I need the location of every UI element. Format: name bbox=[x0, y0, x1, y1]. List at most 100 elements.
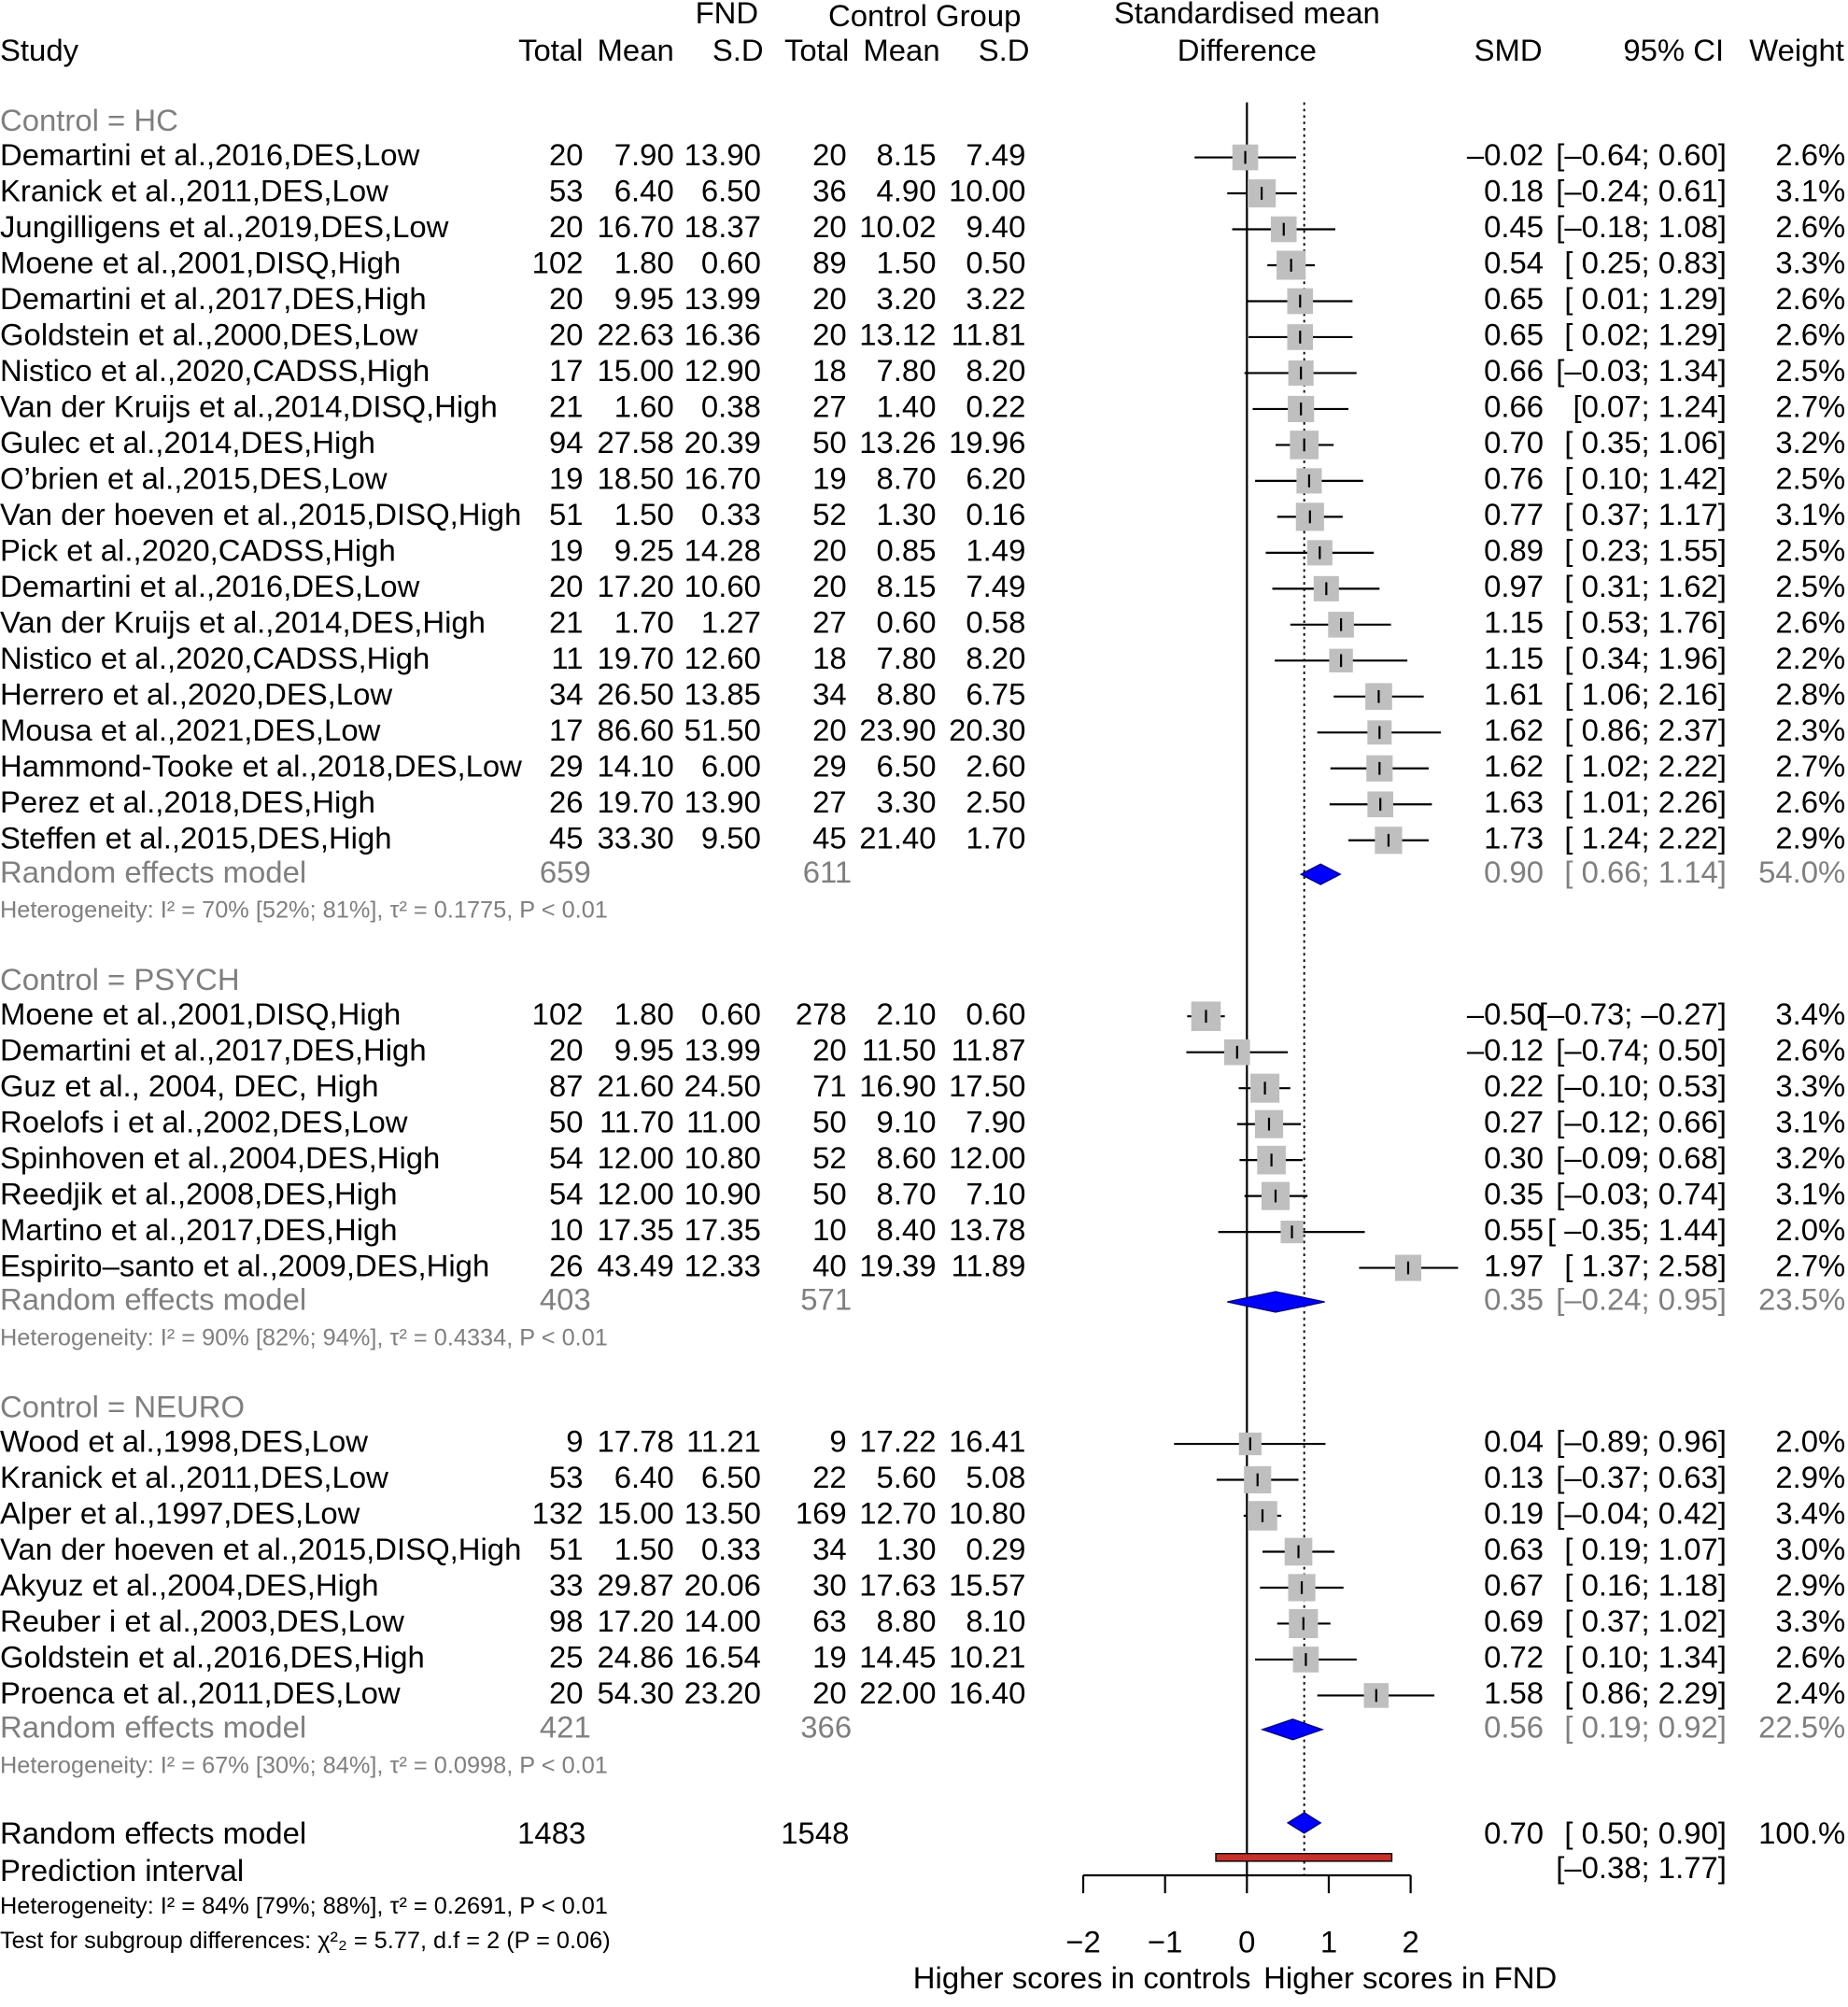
smd-label: 0.27 bbox=[1484, 1104, 1544, 1138]
table-cell: 33 bbox=[549, 1568, 584, 1603]
table-cell: 102 bbox=[532, 246, 584, 280]
table-cell: 19 bbox=[812, 1640, 847, 1675]
ci-label: [ 0.10; 1.42] bbox=[1564, 461, 1727, 496]
table-cell: 11.00 bbox=[686, 1104, 761, 1138]
summary-diamond bbox=[1286, 1812, 1322, 1834]
table-cell: 9.95 bbox=[614, 1032, 674, 1067]
table-cell: 1.49 bbox=[966, 533, 1025, 568]
ci-label: [ 0.37; 1.17] bbox=[1564, 497, 1727, 531]
table-cell: 7.80 bbox=[877, 641, 937, 675]
table-cell: 16.70 bbox=[684, 461, 761, 496]
table-cell: 20 bbox=[812, 1675, 847, 1710]
x-tick-label: 0 bbox=[1238, 1925, 1255, 1959]
table-cell: 7.90 bbox=[614, 137, 674, 172]
x-tick-label: 1 bbox=[1320, 1925, 1337, 1959]
table-cell: 6.00 bbox=[701, 748, 761, 783]
table-cell: 1.70 bbox=[614, 605, 674, 640]
weight-label: 23.5% bbox=[1758, 1282, 1845, 1317]
header-effect: Standardised mean bbox=[1114, 0, 1380, 30]
prediction-ci-label: [–0.38; 1.77] bbox=[1556, 1850, 1727, 1885]
table-cell: 27 bbox=[812, 784, 847, 819]
summary-diamond bbox=[1299, 863, 1342, 885]
table-cell: 10.90 bbox=[684, 1176, 761, 1210]
table-cell: 11.87 bbox=[952, 1032, 1026, 1067]
ci-label: [ 0.37; 1.02] bbox=[1564, 1604, 1727, 1638]
table-cell: 9.50 bbox=[701, 820, 761, 855]
study-name: Hammond-Tooke et al.,2018,DES,Low bbox=[0, 748, 522, 783]
table-cell: 16.40 bbox=[949, 1675, 1025, 1710]
table-cell: 51.50 bbox=[684, 713, 761, 747]
header-weight: Weight bbox=[1749, 33, 1844, 67]
smd-label: 0.77 bbox=[1484, 497, 1544, 531]
smd-label: 0.56 bbox=[1484, 1710, 1544, 1745]
table-cell: 45 bbox=[549, 820, 584, 855]
table-cell: 13.78 bbox=[949, 1212, 1025, 1247]
study-name: Kranick et al.,2011,DES,Low bbox=[0, 1460, 388, 1494]
table-cell: 54 bbox=[549, 1140, 584, 1175]
table-cell: 11.81 bbox=[952, 318, 1026, 352]
overall-label: Random effects model bbox=[0, 1816, 306, 1850]
table-cell: 8.70 bbox=[877, 461, 937, 496]
header-study: Study bbox=[0, 33, 79, 67]
heterogeneity: Heterogeneity: I² = 67% [30%; 84%], τ² =… bbox=[0, 1752, 608, 1778]
weight-label: 3.2% bbox=[1775, 1140, 1845, 1175]
table-cell: 3.20 bbox=[877, 281, 937, 316]
table-cell: 13.99 bbox=[684, 281, 761, 316]
table-cell: 17 bbox=[549, 713, 584, 747]
table-cell: 16.36 bbox=[684, 318, 761, 352]
table-cell: 20 bbox=[812, 569, 847, 603]
study-name: Espirito–santo et al.,2009,DES,High bbox=[0, 1248, 489, 1282]
study-name: Perez et al.,2018,DES,High bbox=[0, 784, 375, 819]
header-control: Control Group bbox=[828, 0, 1021, 33]
ci-label: [–0.64; 0.60] bbox=[1556, 137, 1727, 172]
weight-label: 2.9% bbox=[1775, 1568, 1845, 1603]
table-cell: 16.54 bbox=[684, 1640, 761, 1675]
smd-label: 0.54 bbox=[1484, 246, 1544, 280]
table-cell: 9.95 bbox=[614, 281, 674, 316]
table-cell: 278 bbox=[796, 996, 847, 1031]
table-cell: 17.35 bbox=[598, 1212, 674, 1247]
table-cell: 24.50 bbox=[684, 1068, 761, 1103]
table-cell: 17.20 bbox=[598, 569, 674, 603]
smd-label: 0.19 bbox=[1484, 1496, 1544, 1531]
table-cell: 0.38 bbox=[701, 389, 761, 424]
table-cell: 26 bbox=[549, 784, 584, 819]
study-name: Alper et al.,1997,DES,Low bbox=[0, 1496, 360, 1531]
weight-label: 2.4% bbox=[1775, 1675, 1845, 1710]
prediction-label: Prediction interval bbox=[0, 1853, 244, 1887]
study-name: Wood et al.,1998,DES,Low bbox=[0, 1424, 368, 1459]
weight-label: 2.7% bbox=[1775, 1248, 1845, 1282]
table-cell: 0.22 bbox=[966, 389, 1025, 424]
fnd-total: 403 bbox=[540, 1282, 591, 1317]
prediction-interval bbox=[1215, 1853, 1393, 1862]
table-cell: 5.08 bbox=[966, 1460, 1025, 1494]
table-cell: 19 bbox=[549, 533, 584, 568]
table-cell: 22 bbox=[812, 1460, 847, 1494]
table-cell: 0.50 bbox=[966, 246, 1025, 280]
smd-label: 0.45 bbox=[1484, 209, 1544, 244]
weight-label: 2.0% bbox=[1775, 1212, 1845, 1247]
table-cell: 20.06 bbox=[684, 1568, 761, 1603]
table-cell: 34 bbox=[812, 1532, 847, 1566]
table-cell: 20 bbox=[812, 1032, 847, 1067]
smd-label: 0.66 bbox=[1484, 389, 1544, 424]
study-name: Martino et al.,2017,DES,High bbox=[0, 1212, 398, 1247]
table-cell: 24.86 bbox=[598, 1640, 674, 1675]
control-total: 1548 bbox=[781, 1816, 849, 1850]
smd-label: 0.13 bbox=[1484, 1460, 1544, 1494]
ci-label: [–0.24; 0.61] bbox=[1556, 174, 1727, 208]
weight-label: 3.1% bbox=[1775, 497, 1845, 531]
study-name: Demartini et al.,2016,DES,Low bbox=[0, 137, 420, 172]
ci-label: [ 0.19; 1.07] bbox=[1564, 1532, 1727, 1566]
table-cell: 6.20 bbox=[966, 461, 1025, 496]
group-title: Control = PSYCH bbox=[0, 962, 240, 996]
weight-label: 3.4% bbox=[1775, 1496, 1845, 1531]
table-cell: 1.27 bbox=[701, 605, 761, 640]
table-cell: 2.50 bbox=[966, 784, 1025, 819]
study-name: Reuber i et al.,2003,DES,Low bbox=[0, 1604, 404, 1638]
table-cell: 8.20 bbox=[966, 641, 1025, 675]
x-tick-label: −1 bbox=[1148, 1925, 1182, 1959]
table-cell: 52 bbox=[812, 497, 847, 531]
